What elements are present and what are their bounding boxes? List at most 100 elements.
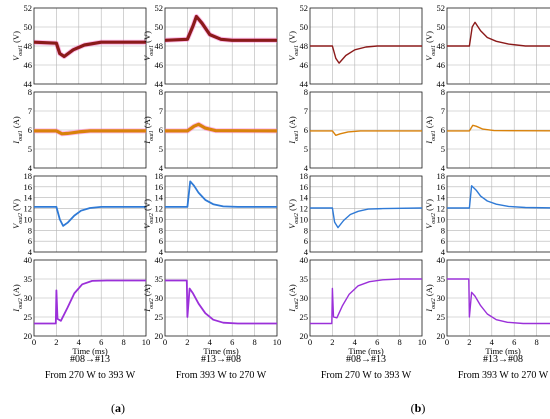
y-tick-label: 30	[155, 293, 164, 303]
plot-a-Iout1-col2: 4 5 6 7 8 Iout1 (A)	[142, 87, 278, 173]
data-line	[310, 130, 422, 137]
y-tick-label: 10	[24, 214, 33, 224]
y-tick-label: 48	[437, 41, 446, 51]
y-tick-label: 4	[159, 247, 164, 257]
y-axis-label: Iout2 (A)	[11, 284, 24, 313]
data-line	[447, 185, 550, 209]
y-tick-label: 6	[304, 125, 308, 135]
y-tick-label: 44	[300, 79, 309, 89]
data-line	[447, 124, 550, 132]
y-tick-label: 52	[24, 3, 33, 13]
plot-b-Iout1-col1: 4 5 6 7 8 Iout1 (A)	[287, 87, 423, 173]
plot-b-Vout1-col2: 44 46 48 50 52 Vout1 (V)	[424, 3, 550, 89]
x-axis-label: Time (ms)	[348, 346, 384, 356]
y-tick-label: 44	[24, 79, 33, 89]
y-tick-label: 14	[24, 193, 33, 203]
data-line	[34, 205, 146, 227]
y-tick-label: 25	[437, 312, 446, 322]
x-tick-label: 8	[397, 337, 401, 347]
y-tick-label: 14	[155, 193, 164, 203]
x-tick-label: 0	[445, 337, 449, 347]
y-tick-label: 7	[441, 106, 445, 116]
y-axis-label: Vout2 (V)	[142, 199, 155, 229]
y-tick-label: 8	[28, 87, 32, 97]
y-tick-label: 18	[437, 171, 446, 181]
x-tick-label: 6	[512, 337, 516, 347]
panel-label-b: (b)	[411, 401, 426, 415]
y-tick-label: 14	[437, 193, 446, 203]
y-tick-label: 50	[155, 22, 164, 32]
plot-frame	[164, 259, 278, 337]
y-tick-label: 20	[24, 331, 33, 341]
data-line	[310, 278, 422, 325]
x-tick-label: 4	[490, 337, 495, 347]
plot-b-Vout1-col1: 44 46 48 50 52 Vout1 (V)	[287, 3, 423, 89]
y-tick-label: 40	[300, 255, 309, 265]
plot-frame	[164, 7, 278, 85]
y-axis-label: Iout1 (A)	[11, 116, 24, 145]
y-tick-label: 46	[437, 60, 446, 70]
y-tick-label: 10	[437, 214, 446, 224]
y-tick-label: 52	[437, 3, 446, 13]
y-tick-label: 16	[437, 182, 446, 192]
caption-b-col2-line2: From 393 W to 270 W	[458, 370, 549, 381]
y-axis-label: Vout2 (V)	[11, 199, 24, 229]
y-axis-label: Vout2 (V)	[424, 199, 437, 229]
y-axis-label: Vout1 (V)	[11, 31, 24, 61]
data-line	[165, 180, 277, 208]
caption-a-col1-line2: From 270 W to 393 W	[45, 370, 136, 381]
y-tick-label: 35	[300, 274, 309, 284]
y-tick-label: 4	[159, 163, 164, 173]
y-tick-label: 20	[155, 331, 164, 341]
plot-a-Iout2-col2: 20 25 30 35 40 0 2 4 6 8 10 Time (ms) Iout2 (A)	[142, 255, 281, 356]
y-tick-label: 6	[28, 236, 32, 246]
y-axis-label: Vout2 (V)	[287, 199, 300, 229]
y-tick-label: 25	[155, 312, 164, 322]
y-tick-label: 48	[300, 41, 309, 51]
y-tick-label: 25	[24, 312, 33, 322]
x-tick-label: 0	[163, 337, 167, 347]
x-tick-label: 6	[375, 337, 379, 347]
y-tick-label: 7	[159, 106, 163, 116]
y-tick-label: 52	[300, 3, 309, 13]
y-tick-label: 4	[304, 163, 309, 173]
x-tick-label: 4	[353, 337, 358, 347]
y-tick-label: 12	[437, 204, 446, 214]
y-tick-label: 8	[441, 225, 445, 235]
data-line	[447, 278, 550, 325]
y-tick-label: 4	[441, 163, 446, 173]
data-line	[310, 45, 422, 64]
y-tick-label: 8	[304, 87, 308, 97]
plot-b-Iout1-col2: 4 5 6 7 8 Iout1 (A)	[424, 87, 550, 173]
plot-a-Iout1-col1: 4 5 6 7 8 Iout1 (A)	[11, 87, 147, 173]
x-tick-label: 4	[208, 337, 213, 347]
y-tick-label: 16	[24, 182, 33, 192]
plot-frame	[309, 175, 423, 253]
y-axis-label: Vout1 (V)	[424, 31, 437, 61]
caption-b-col1-line1: #08→#13	[346, 354, 386, 365]
y-tick-label: 30	[437, 293, 446, 303]
plot-b-Iout2-col1: 20 25 30 35 40 0 2 4 6 8 10 Time (ms) Iout2 (A)	[287, 255, 426, 356]
x-tick-label: 2	[467, 337, 471, 347]
y-tick-label: 8	[28, 225, 32, 235]
y-tick-label: 10	[155, 214, 164, 224]
x-axis-label: Time (ms)	[72, 346, 108, 356]
data-line	[33, 40, 146, 59]
x-tick-label: 2	[54, 337, 58, 347]
caption-a-col2-line1: #13→#08	[201, 354, 241, 365]
y-tick-label: 6	[159, 125, 163, 135]
y-tick-label: 50	[437, 22, 446, 32]
x-tick-label: 0	[308, 337, 312, 347]
x-tick-label: 10	[142, 337, 151, 347]
plot-frame	[309, 259, 423, 337]
y-axis-label: Vout1 (V)	[142, 31, 155, 61]
y-tick-label: 10	[300, 214, 309, 224]
y-tick-label: 8	[304, 225, 308, 235]
data-line	[165, 279, 277, 325]
caption-a-col2-line2: From 393 W to 270 W	[176, 370, 267, 381]
y-tick-label: 16	[300, 182, 309, 192]
data-line	[34, 129, 146, 136]
x-tick-label: 6	[99, 337, 103, 347]
